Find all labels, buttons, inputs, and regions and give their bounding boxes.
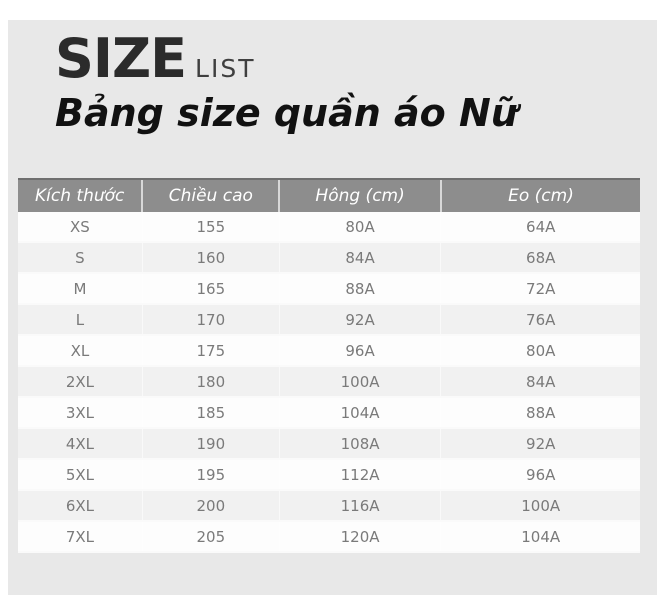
table-cell: 96A	[278, 335, 441, 367]
table-row: 2XL 180 100A 84A	[18, 366, 640, 398]
column-header-hip: Hông (cm)	[278, 178, 441, 212]
table-cell: 2XL	[18, 366, 143, 398]
table-cell: 104A	[440, 521, 640, 553]
table-cell: 80A	[278, 212, 441, 243]
table-cell: S	[18, 242, 143, 274]
table-cell: 68A	[440, 242, 640, 274]
table-cell: 92A	[278, 304, 441, 336]
table-cell: 116A	[278, 490, 441, 522]
table-cell: 7XL	[18, 521, 143, 553]
table-cell: 5XL	[18, 459, 143, 491]
title-block: SIZE LIST Bảng size quần áo Nữ	[55, 32, 518, 135]
table-cell: 84A	[440, 366, 640, 398]
table-cell: 6XL	[18, 490, 143, 522]
table-cell: 112A	[278, 459, 441, 491]
table-cell: 200	[141, 490, 280, 522]
table-cell: 88A	[440, 397, 640, 429]
table-row: 5XL 195 112A 96A	[18, 459, 640, 491]
title-list-text: LIST	[195, 54, 256, 83]
content-panel: SIZE LIST Bảng size quần áo Nữ Kích thướ…	[8, 20, 657, 595]
table-cell: 155	[141, 212, 280, 243]
table-cell: 84A	[278, 242, 441, 274]
table-row: XS 155 80A 64A	[18, 212, 640, 243]
table-cell: 92A	[440, 428, 640, 460]
table-cell: 80A	[440, 335, 640, 367]
table-cell: 165	[141, 273, 280, 305]
page-title: SIZE LIST	[55, 32, 518, 86]
column-header-size: Kích thước	[18, 178, 143, 212]
table-cell: 76A	[440, 304, 640, 336]
size-table-body: XS 155 80A 64A S 160 84A 68A M 165 88A 72A L 170 92A 76…	[18, 212, 640, 553]
title-size-text: SIZE	[55, 27, 187, 90]
page-subtitle: Bảng size quần áo Nữ	[55, 91, 518, 135]
table-cell: 100A	[278, 366, 441, 398]
size-table: Kích thước Chiều cao Hông (cm) Eo (cm) X…	[18, 178, 640, 553]
table-cell: 4XL	[18, 428, 143, 460]
header-row: Kích thước Chiều cao Hông (cm) Eo (cm)	[18, 178, 640, 212]
table-cell: 96A	[440, 459, 640, 491]
table-cell: 170	[141, 304, 280, 336]
table-cell: 104A	[278, 397, 441, 429]
table-cell: XL	[18, 335, 143, 367]
table-cell: 72A	[440, 273, 640, 305]
table-cell: 100A	[440, 490, 640, 522]
table-cell: 185	[141, 397, 280, 429]
table-row: S 160 84A 68A	[18, 242, 640, 274]
table-cell: 3XL	[18, 397, 143, 429]
table-cell: 64A	[440, 212, 640, 243]
table-cell: M	[18, 273, 143, 305]
table-cell: 88A	[278, 273, 441, 305]
table-cell: 108A	[278, 428, 441, 460]
table-row: 7XL 205 120A 104A	[18, 521, 640, 553]
table-cell: 120A	[278, 521, 441, 553]
table-cell: XS	[18, 212, 143, 243]
table-cell: 180	[141, 366, 280, 398]
table-row: XL 175 96A 80A	[18, 335, 640, 367]
table-row: M 165 88A 72A	[18, 273, 640, 305]
table-row: 4XL 190 108A 92A	[18, 428, 640, 460]
table-cell: 175	[141, 335, 280, 367]
column-header-height: Chiều cao	[141, 178, 280, 212]
table-row: L 170 92A 76A	[18, 304, 640, 336]
size-table-head: Kích thước Chiều cao Hông (cm) Eo (cm)	[18, 178, 640, 212]
table-row: 6XL 200 116A 100A	[18, 490, 640, 522]
table-cell: 195	[141, 459, 280, 491]
table-row: 3XL 185 104A 88A	[18, 397, 640, 429]
table-cell: 190	[141, 428, 280, 460]
table-cell: 205	[141, 521, 280, 553]
column-header-waist: Eo (cm)	[439, 178, 640, 212]
table-cell: 160	[141, 242, 280, 274]
table-cell: L	[18, 304, 143, 336]
